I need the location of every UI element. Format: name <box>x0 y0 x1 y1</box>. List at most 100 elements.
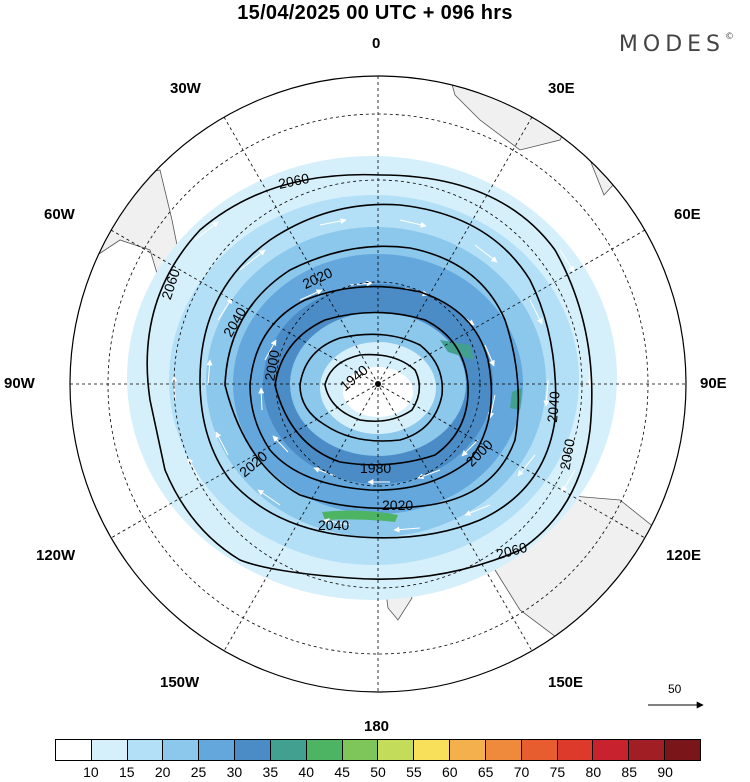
colorbar-swatch <box>450 740 486 760</box>
wind-arrow <box>272 435 289 453</box>
contour-1940 <box>324 353 421 423</box>
colorbar-swatch <box>414 740 451 760</box>
colorbar-tick-label: 20 <box>154 764 171 780</box>
wind-arrow <box>484 344 495 367</box>
map-title: 15/04/2025 00 UTC + 096 hrs <box>237 2 513 24</box>
colorbar-tick-label: 50 <box>370 764 386 780</box>
contour-label: 2040 <box>544 390 563 423</box>
contour-2060 <box>146 173 593 580</box>
contour-2040 <box>199 203 557 539</box>
contour-label: 2060 <box>495 539 529 563</box>
colorbar-swatch <box>665 740 700 760</box>
wind-arrow <box>393 526 421 533</box>
lon-label-120w: 120W <box>36 547 76 564</box>
wind-arrow <box>313 467 336 477</box>
wind-arrow <box>194 221 219 241</box>
wind-arrow <box>319 218 347 226</box>
lon-label-0: 0 <box>372 35 381 52</box>
lon-label-180: 180 <box>364 718 390 735</box>
colorbar-swatch <box>378 740 415 760</box>
map-border <box>69 75 687 693</box>
colorbar-swatch <box>127 740 164 760</box>
lon-label-150w: 150W <box>160 674 200 691</box>
lon-label-60w: 60W <box>44 206 75 223</box>
colorbar-swatch <box>342 740 379 760</box>
colorbar-tick-label: 40 <box>298 764 315 780</box>
wind-arrow <box>239 249 266 271</box>
madagascar-land <box>589 149 623 196</box>
colorbar-tick-label: 55 <box>406 764 422 780</box>
wind-arrow <box>461 439 479 457</box>
wind-arrow <box>349 280 373 287</box>
colorbar-swatch <box>557 740 594 760</box>
colorbar-tick-label: 15 <box>118 764 135 780</box>
jet-core-south <box>322 510 398 522</box>
wind-arrow <box>543 379 550 407</box>
colorbar-swatch <box>163 740 200 760</box>
colorbar-swatch <box>56 740 92 760</box>
lon-label-60e: 60E <box>674 206 701 223</box>
colorbar-swatch <box>199 740 236 760</box>
wind-arrow <box>559 249 575 273</box>
colorbar-tick-label: 25 <box>190 764 207 780</box>
wind-arrow <box>474 244 498 263</box>
reference-vector-label: 50 <box>668 682 682 696</box>
wind-arrow <box>206 359 213 386</box>
wind-arrow <box>488 394 496 419</box>
colorbar-tick-label: 45 <box>334 764 350 780</box>
colorbar-swatch <box>629 740 666 760</box>
wind-arrow <box>187 457 201 481</box>
lon-label-150e: 150E <box>548 674 584 691</box>
wind-arrow <box>323 518 351 526</box>
map-layers: 2060 2060 2060 2060 2040 2040 2040 2020 … <box>70 76 686 692</box>
lon-label-30w: 30W <box>170 80 201 97</box>
polar-map: 2060 2060 2060 2060 2040 2040 2040 2020 … <box>69 75 704 709</box>
colorbar-swatch <box>270 740 307 760</box>
wind-arrow <box>529 299 543 325</box>
brand-logo: MODES© <box>619 32 734 57</box>
wind-arrow <box>264 339 277 361</box>
contour-label: 2020 <box>382 497 413 513</box>
wind-arrow <box>217 297 233 321</box>
colorbar-swatch <box>235 740 271 760</box>
colorbar-tick-label: 10 <box>83 764 99 780</box>
colorbar-tick-label: 90 <box>657 764 673 780</box>
colorbar-tick-label: 70 <box>513 764 530 780</box>
wind-arrow <box>399 219 427 228</box>
colorbar-swatch <box>521 740 558 760</box>
colorbar-swatch <box>306 740 343 760</box>
colorbar <box>55 739 701 761</box>
africa-land <box>444 76 576 151</box>
pole-marker <box>375 381 381 387</box>
wind-arrow <box>299 289 323 301</box>
colorbar-tick-label: 35 <box>262 764 279 780</box>
contour-1980 <box>274 311 469 466</box>
wind-arrow <box>517 454 536 477</box>
colorbar-tick-label: 60 <box>441 764 458 780</box>
colorbar-tick-label: 80 <box>585 764 602 780</box>
copyright-mark: © <box>725 32 734 42</box>
colorbar-tick-label: 30 <box>226 764 243 780</box>
wind-arrow <box>464 504 491 516</box>
wind-arrow <box>561 469 576 493</box>
contour-label: 1980 <box>360 460 391 476</box>
wind-arrow <box>417 469 441 479</box>
jet-core-east <box>440 340 474 360</box>
lon-label-120e: 120E <box>666 547 702 564</box>
colorbar-tick-label: 85 <box>621 764 638 780</box>
contour-1960 <box>299 333 444 442</box>
contour-2000 <box>249 285 493 491</box>
colorbar-swatch <box>593 740 630 760</box>
colorbar-swatch <box>91 740 128 760</box>
contour-label: 2060 <box>277 170 311 192</box>
wind-arrow <box>215 431 229 456</box>
lon-label-90w: 90W <box>4 375 35 392</box>
geopotential-contours <box>146 173 593 580</box>
contour-label: 2040 <box>318 517 349 533</box>
colorbar-tick-label: 75 <box>549 764 566 780</box>
lon-label-30e: 30E <box>548 80 575 97</box>
brand-name: MODES <box>618 32 725 57</box>
colorbar-tick-label: 65 <box>477 764 494 780</box>
wind-arrow <box>258 387 265 411</box>
colorbar-swatch <box>485 740 522 760</box>
